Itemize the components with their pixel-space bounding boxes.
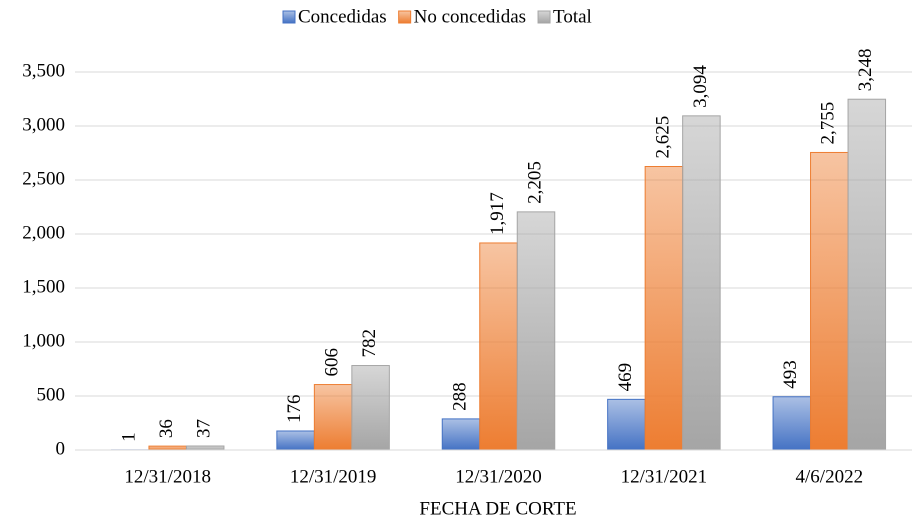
y-tick-label: 1,500 — [22, 276, 65, 297]
data-label: 1 — [119, 432, 140, 442]
data-label: 288 — [449, 382, 470, 411]
x-tick-label: 12/31/2019 — [290, 466, 377, 487]
y-tick-label: 3,000 — [22, 114, 65, 135]
y-tick-label: 2,500 — [22, 168, 65, 189]
data-label: 2,755 — [818, 102, 839, 145]
x-tick-label: 12/31/2018 — [124, 466, 211, 487]
y-tick-label: 2,000 — [22, 222, 65, 243]
y-tick-label: 1,000 — [22, 330, 65, 351]
bar — [351, 365, 390, 451]
x-axis-label: FECHA DE CORTE — [419, 498, 576, 519]
x-tick-label: 12/31/2021 — [621, 466, 708, 487]
data-label: 3,094 — [690, 65, 711, 108]
legend-swatch — [398, 10, 412, 24]
data-label: 606 — [321, 348, 342, 377]
bar — [516, 211, 556, 451]
bar — [682, 115, 721, 451]
y-tick-label: 3,500 — [22, 60, 65, 81]
data-label: 469 — [615, 363, 636, 392]
data-label: 36 — [156, 419, 177, 438]
legend-label: Concedidas — [298, 6, 387, 27]
bar — [313, 384, 353, 451]
bar — [810, 151, 849, 451]
x-tick-label: 4/6/2022 — [796, 466, 864, 487]
data-label: 2,205 — [524, 161, 545, 204]
data-label: 782 — [359, 329, 380, 358]
y-tick-label: 0 — [56, 438, 66, 459]
data-label: 176 — [284, 394, 305, 423]
legend-label: Total — [553, 6, 592, 27]
bar — [148, 445, 187, 451]
bar — [441, 418, 481, 451]
bar — [772, 396, 812, 451]
bar — [185, 445, 225, 451]
bar — [644, 166, 684, 451]
data-label: 37 — [194, 419, 215, 438]
legend-swatch — [537, 10, 551, 24]
legend-swatch — [282, 10, 296, 24]
data-label: 3,248 — [855, 48, 876, 91]
bar — [479, 242, 518, 451]
bar — [276, 430, 315, 451]
y-tick-label: 500 — [37, 384, 66, 405]
data-label: 2,625 — [652, 116, 673, 159]
bar — [847, 98, 887, 451]
bar — [607, 398, 646, 451]
data-label: 1,917 — [487, 192, 508, 235]
x-tick-label: 12/31/2020 — [455, 466, 542, 487]
data-label: 493 — [780, 360, 801, 389]
legend-label: No concedidas — [414, 6, 526, 27]
